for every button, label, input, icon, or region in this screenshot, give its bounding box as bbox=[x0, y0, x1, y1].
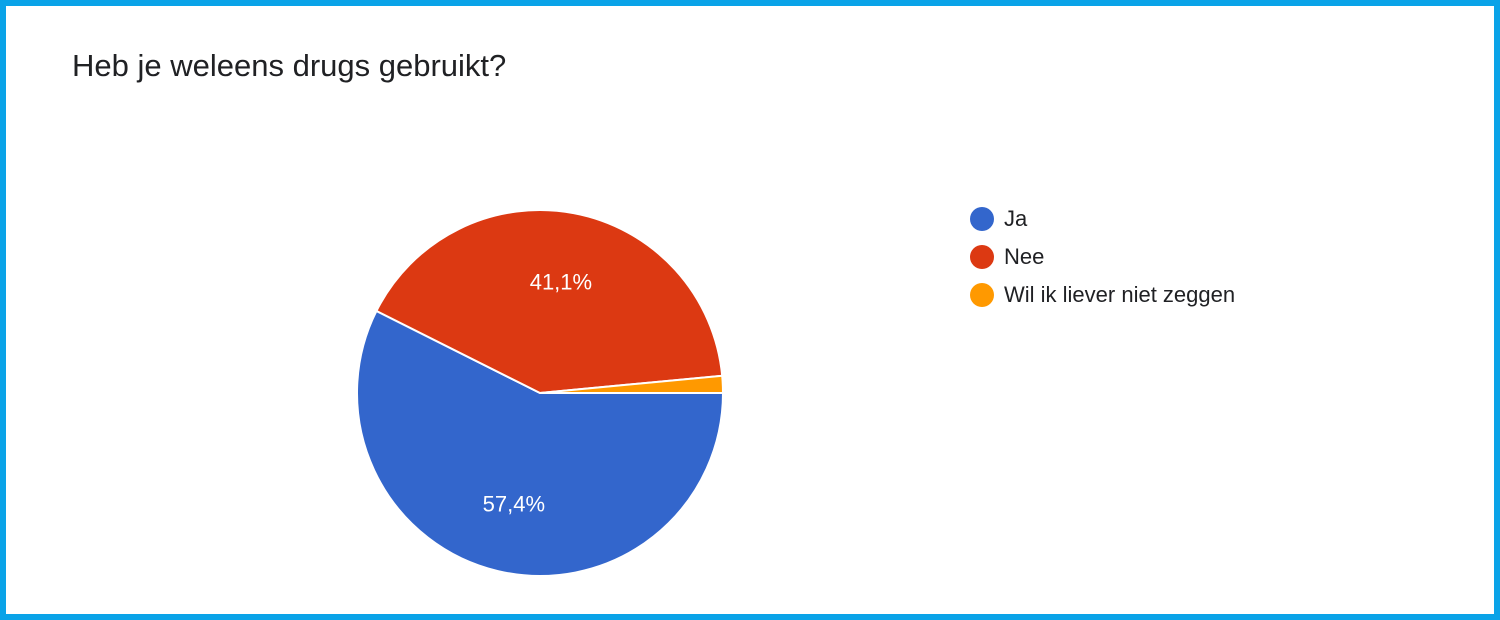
legend-swatch-icon bbox=[970, 207, 994, 231]
pie-slice-wil-ik-liever-niet-zeggen[interactable] bbox=[539, 374, 725, 394]
legend-swatch-icon bbox=[970, 283, 994, 307]
pie-slice-ja[interactable] bbox=[356, 309, 725, 577]
legend-swatch-icon bbox=[970, 245, 994, 269]
chart-legend: Ja Nee Wil ik liever niet zeggen bbox=[970, 200, 1235, 314]
legend-item[interactable]: Ja bbox=[970, 200, 1235, 238]
legend-label: Nee bbox=[1004, 244, 1045, 269]
legend-label: Wil ik liever niet zeggen bbox=[1004, 282, 1236, 307]
legend-item[interactable]: Wil ik liever niet zeggen bbox=[970, 276, 1235, 314]
pie-slice-nee[interactable] bbox=[375, 209, 724, 395]
pie-data-label: 41,1% bbox=[530, 269, 592, 294]
pie-data-label: 57,4% bbox=[483, 491, 545, 516]
chart-title: Heb je weleens drugs gebruikt? bbox=[72, 48, 507, 83]
legend-item[interactable]: Nee bbox=[970, 238, 1235, 276]
legend-label: Ja bbox=[1004, 206, 1028, 231]
